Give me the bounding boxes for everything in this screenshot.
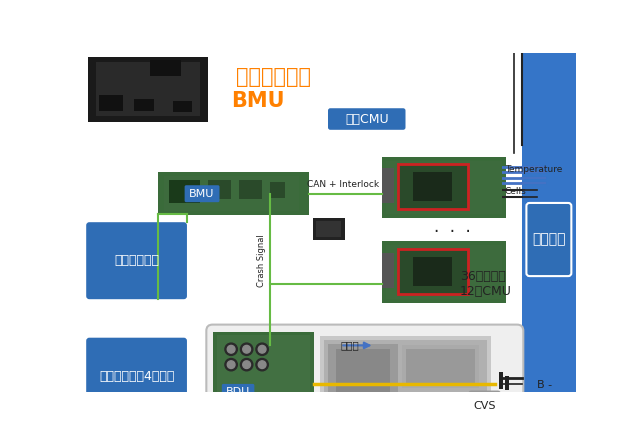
Polygon shape xyxy=(451,413,457,422)
FancyBboxPatch shape xyxy=(222,384,254,401)
FancyBboxPatch shape xyxy=(469,392,500,421)
Bar xyxy=(382,157,506,218)
Text: ·  ·  ·: · · · xyxy=(434,223,470,241)
Polygon shape xyxy=(451,397,457,406)
Circle shape xyxy=(227,361,235,369)
FancyBboxPatch shape xyxy=(86,222,187,299)
FancyBboxPatch shape xyxy=(328,108,406,130)
Bar xyxy=(413,172,452,202)
Circle shape xyxy=(243,345,250,353)
Text: B -: B - xyxy=(537,381,552,390)
Text: 整车通信接口: 整车通信接口 xyxy=(114,254,159,267)
Bar xyxy=(406,349,476,384)
Text: 高压隔离: 高压隔离 xyxy=(412,396,436,407)
Bar xyxy=(134,99,154,110)
Text: 电池管理系统: 电池管理系统 xyxy=(236,67,311,88)
Bar xyxy=(99,95,123,110)
FancyBboxPatch shape xyxy=(397,396,451,408)
Circle shape xyxy=(256,359,268,371)
Bar xyxy=(402,345,479,388)
Circle shape xyxy=(241,359,253,371)
Text: 36个模组配
12个CMU: 36个模组配 12个CMU xyxy=(460,270,511,298)
Text: Temperature: Temperature xyxy=(505,165,562,174)
Bar xyxy=(382,242,506,303)
Bar xyxy=(88,57,208,122)
Bar xyxy=(316,221,341,237)
Text: 电池模组: 电池模组 xyxy=(532,232,566,246)
Circle shape xyxy=(259,345,266,353)
FancyBboxPatch shape xyxy=(243,396,296,408)
Circle shape xyxy=(256,343,268,356)
Text: CAN + Interlock: CAN + Interlock xyxy=(307,180,380,189)
Text: 在这里总共有4块板子: 在这里总共有4块板子 xyxy=(99,370,174,383)
Text: BDU: BDU xyxy=(226,387,250,397)
Circle shape xyxy=(225,359,237,371)
Bar xyxy=(312,218,345,240)
Circle shape xyxy=(243,361,250,369)
Bar xyxy=(386,161,502,214)
Circle shape xyxy=(241,343,253,356)
Bar xyxy=(150,60,180,76)
Bar xyxy=(328,344,397,436)
Bar xyxy=(164,176,300,211)
Bar xyxy=(410,396,467,438)
Bar xyxy=(382,253,394,288)
Bar xyxy=(522,53,576,392)
Bar xyxy=(386,246,502,299)
FancyBboxPatch shape xyxy=(206,325,524,440)
Bar xyxy=(382,168,394,203)
Text: 高压隔离: 高压隔离 xyxy=(257,413,281,423)
Text: BMU: BMU xyxy=(189,189,214,199)
Bar xyxy=(320,336,491,440)
Text: Crash Signal: Crash Signal xyxy=(257,235,266,287)
FancyBboxPatch shape xyxy=(243,412,296,424)
Bar xyxy=(239,180,262,199)
Bar xyxy=(413,257,452,286)
Text: BMU: BMU xyxy=(232,91,285,110)
Bar xyxy=(173,100,193,112)
Bar xyxy=(217,335,310,440)
Bar xyxy=(397,165,467,209)
Circle shape xyxy=(227,345,235,353)
Text: 高压隔离: 高压隔离 xyxy=(257,396,281,407)
Bar xyxy=(505,376,509,390)
FancyBboxPatch shape xyxy=(86,338,187,414)
Bar xyxy=(499,372,503,389)
Bar xyxy=(404,392,474,440)
Polygon shape xyxy=(296,413,301,422)
Text: 继电器: 继电器 xyxy=(340,341,359,350)
Bar xyxy=(397,249,467,294)
Bar xyxy=(157,172,308,215)
Text: Cells: Cells xyxy=(505,187,527,196)
Bar xyxy=(324,340,487,440)
FancyBboxPatch shape xyxy=(397,412,451,424)
FancyBboxPatch shape xyxy=(527,203,572,276)
Bar xyxy=(95,62,200,116)
Bar xyxy=(270,182,285,198)
Bar xyxy=(169,180,200,203)
Bar xyxy=(336,349,390,426)
Bar xyxy=(208,180,231,199)
FancyBboxPatch shape xyxy=(184,185,220,202)
Bar xyxy=(213,332,314,440)
Text: CVS: CVS xyxy=(474,401,496,411)
Text: 采样CMU: 采样CMU xyxy=(345,113,388,125)
Circle shape xyxy=(259,361,266,369)
Polygon shape xyxy=(296,397,301,406)
Circle shape xyxy=(225,343,237,356)
Text: 高压隔离: 高压隔离 xyxy=(412,413,436,423)
